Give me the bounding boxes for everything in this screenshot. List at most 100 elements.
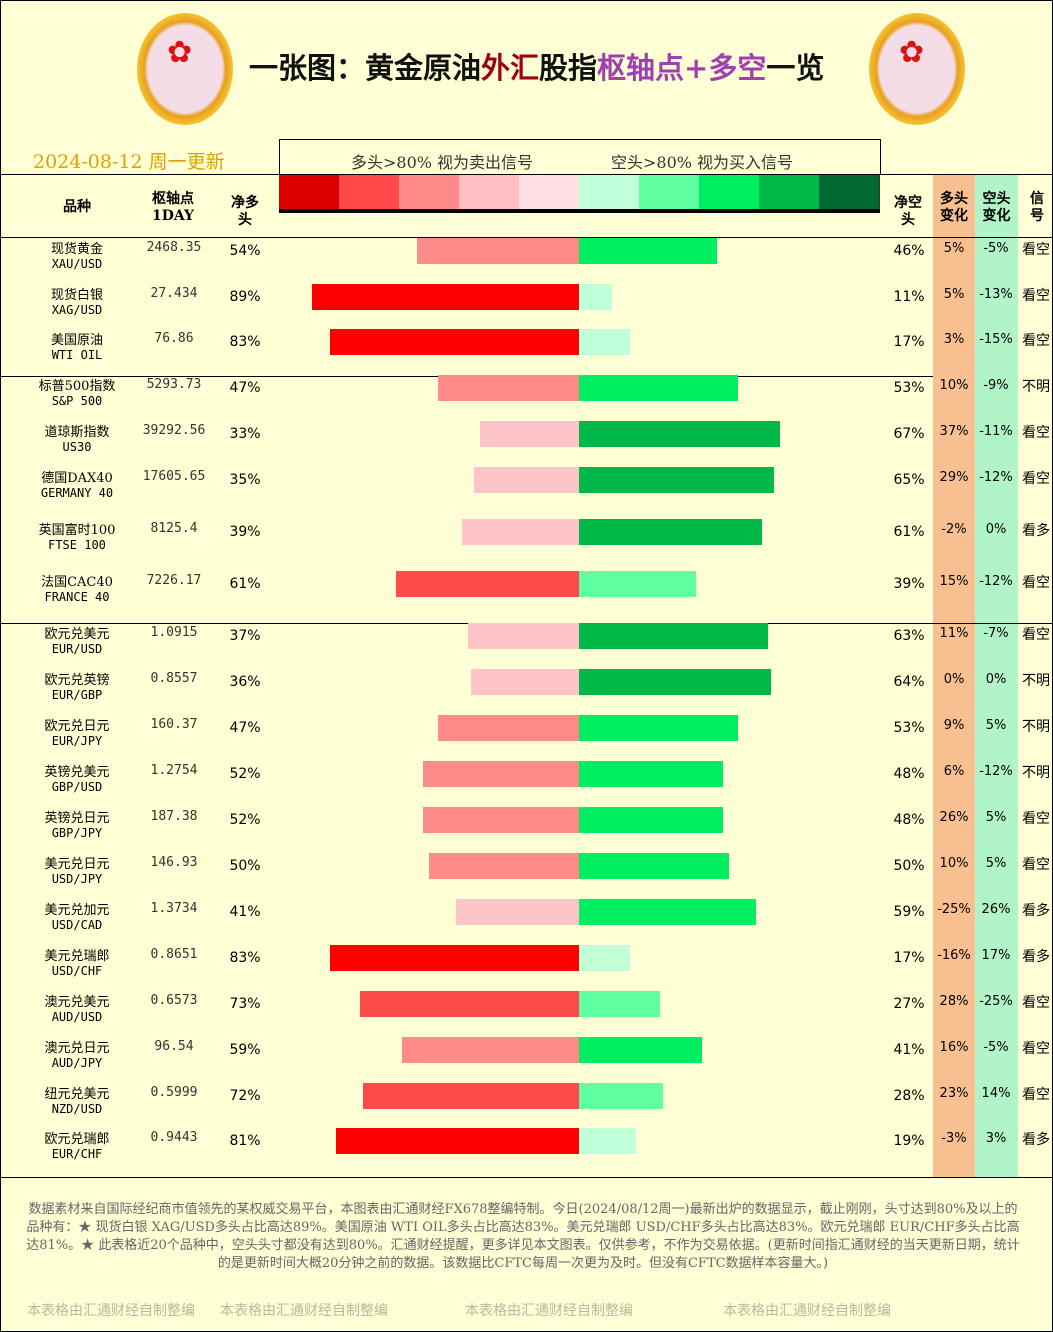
instrument-name: 英镑兑日元 <box>44 811 110 826</box>
short-bar <box>579 571 696 597</box>
net-short-value: 17% <box>893 334 925 350</box>
short-change-value: -25% <box>979 994 1013 1009</box>
net-short-value: 59% <box>893 904 925 920</box>
instrument-code: EUR/USD <box>51 642 103 656</box>
long-change-value: 10% <box>939 856 969 871</box>
long-change-value: 3% <box>943 332 965 347</box>
long-bar <box>468 623 579 649</box>
net-short-value: 50% <box>893 858 925 874</box>
short-bar <box>579 991 660 1017</box>
instrument-code: GERMANY 40 <box>40 486 114 500</box>
net-long-value: 59% <box>229 1042 261 1058</box>
logo-right: ✿ <box>869 13 965 125</box>
long-change-value: 15% <box>939 574 969 589</box>
pivot-value: 17605.65 <box>142 469 206 484</box>
long-change-value: 37% <box>939 424 969 439</box>
short-change-value: 5% <box>985 810 1007 825</box>
long-bar <box>423 807 579 833</box>
long-bar <box>471 669 579 695</box>
pivot-value: 7226.17 <box>146 573 202 588</box>
short-bar <box>579 669 771 695</box>
short-change-value: -7% <box>983 626 1009 641</box>
instrument-code: EUR/GBP <box>51 688 103 702</box>
pivot-value: 1.3734 <box>150 901 198 916</box>
instrument-code: EUR/JPY <box>51 734 103 748</box>
signal-value: 看空 <box>1022 857 1050 873</box>
long-bar <box>336 1128 579 1154</box>
net-long-value: 83% <box>229 334 261 350</box>
long-change-value: 23% <box>939 1086 969 1101</box>
net-long-value: 73% <box>229 996 261 1012</box>
net-long-value: 81% <box>229 1133 261 1149</box>
short-change-value: -9% <box>983 378 1009 393</box>
instrument-code: AUD/USD <box>51 1010 103 1024</box>
instrument-code: EUR/CHF <box>51 1147 103 1161</box>
instrument-name: 英镑兑美元 <box>44 765 110 780</box>
net-short-value: 48% <box>893 812 925 828</box>
net-long-value: 52% <box>229 812 261 828</box>
pivot-value: 39292.56 <box>142 423 206 438</box>
signal-value: 看多 <box>1022 949 1050 965</box>
signal-value: 看多 <box>1022 903 1050 919</box>
net-short-value: 19% <box>893 1133 925 1149</box>
signal-value: 不明 <box>1022 765 1050 781</box>
long-change-value: 28% <box>939 994 969 1009</box>
long-bar <box>474 467 579 493</box>
signal-value: 看空 <box>1022 575 1050 591</box>
pivot-value: 0.6573 <box>150 993 198 1008</box>
short-bar <box>579 1128 636 1154</box>
watermark: 本表格由汇通财经自制整编 <box>220 1303 388 1319</box>
header-name: 品种 <box>63 199 91 215</box>
long-change-value: 11% <box>939 626 969 641</box>
legend-swatch <box>639 175 700 209</box>
instrument-code: XAU/USD <box>51 257 103 271</box>
net-short-value: 27% <box>893 996 925 1012</box>
short-change-value: -5% <box>983 1040 1009 1055</box>
instrument-code: FRANCE 40 <box>44 590 110 604</box>
net-long-value: 35% <box>229 472 261 488</box>
pivot-value: 0.8557 <box>150 671 198 686</box>
long-bar <box>438 715 579 741</box>
short-bar <box>579 899 756 925</box>
short-bar <box>579 329 630 355</box>
signal-value: 看空 <box>1022 471 1050 487</box>
instrument-name: 欧元兑瑞郎 <box>44 1132 110 1147</box>
instrument-name: 道琼斯指数 <box>44 425 110 440</box>
long-change-value: -3% <box>941 1131 967 1146</box>
net-short-value: 65% <box>893 472 925 488</box>
long-bar <box>462 519 579 545</box>
net-long-value: 39% <box>229 524 261 540</box>
net-short-value: 41% <box>893 1042 925 1058</box>
net-short-value: 28% <box>893 1088 925 1104</box>
signal-value: 看空 <box>1022 995 1050 1011</box>
pivot-value: 8125.4 <box>150 521 198 536</box>
short-bar <box>579 715 738 741</box>
instrument-code: US30 <box>62 440 92 454</box>
instrument-name: 标普500指数 <box>38 379 116 394</box>
net-short-value: 53% <box>893 380 925 396</box>
header-pivot: 枢轴点 1DAY <box>151 191 195 224</box>
short-change-value: 0% <box>985 672 1007 687</box>
pivot-value: 0.8651 <box>150 947 198 962</box>
short-change-value: 3% <box>985 1131 1007 1146</box>
short-bar <box>579 761 723 787</box>
net-short-value: 67% <box>893 426 925 442</box>
long-change-value: -2% <box>941 522 967 537</box>
logo-left: ✿ <box>137 13 233 125</box>
net-short-value: 46% <box>893 243 925 259</box>
legend-swatch <box>819 175 880 209</box>
long-change-value: 5% <box>943 241 965 256</box>
header-net-short: 净空 头 <box>894 195 922 228</box>
divider <box>880 174 1052 175</box>
long-bar <box>438 375 579 401</box>
legend-swatch <box>279 175 340 209</box>
signal-value: 看空 <box>1022 627 1050 643</box>
instrument-name: 欧元兑美元 <box>44 627 110 642</box>
signal-value: 看多 <box>1022 1132 1050 1148</box>
legend-swatch <box>339 175 400 209</box>
net-long-value: 72% <box>229 1088 261 1104</box>
long-change-value: 6% <box>943 764 965 779</box>
instrument-name: 欧元兑英镑 <box>44 673 110 688</box>
instrument-code: USD/CHF <box>51 964 103 978</box>
